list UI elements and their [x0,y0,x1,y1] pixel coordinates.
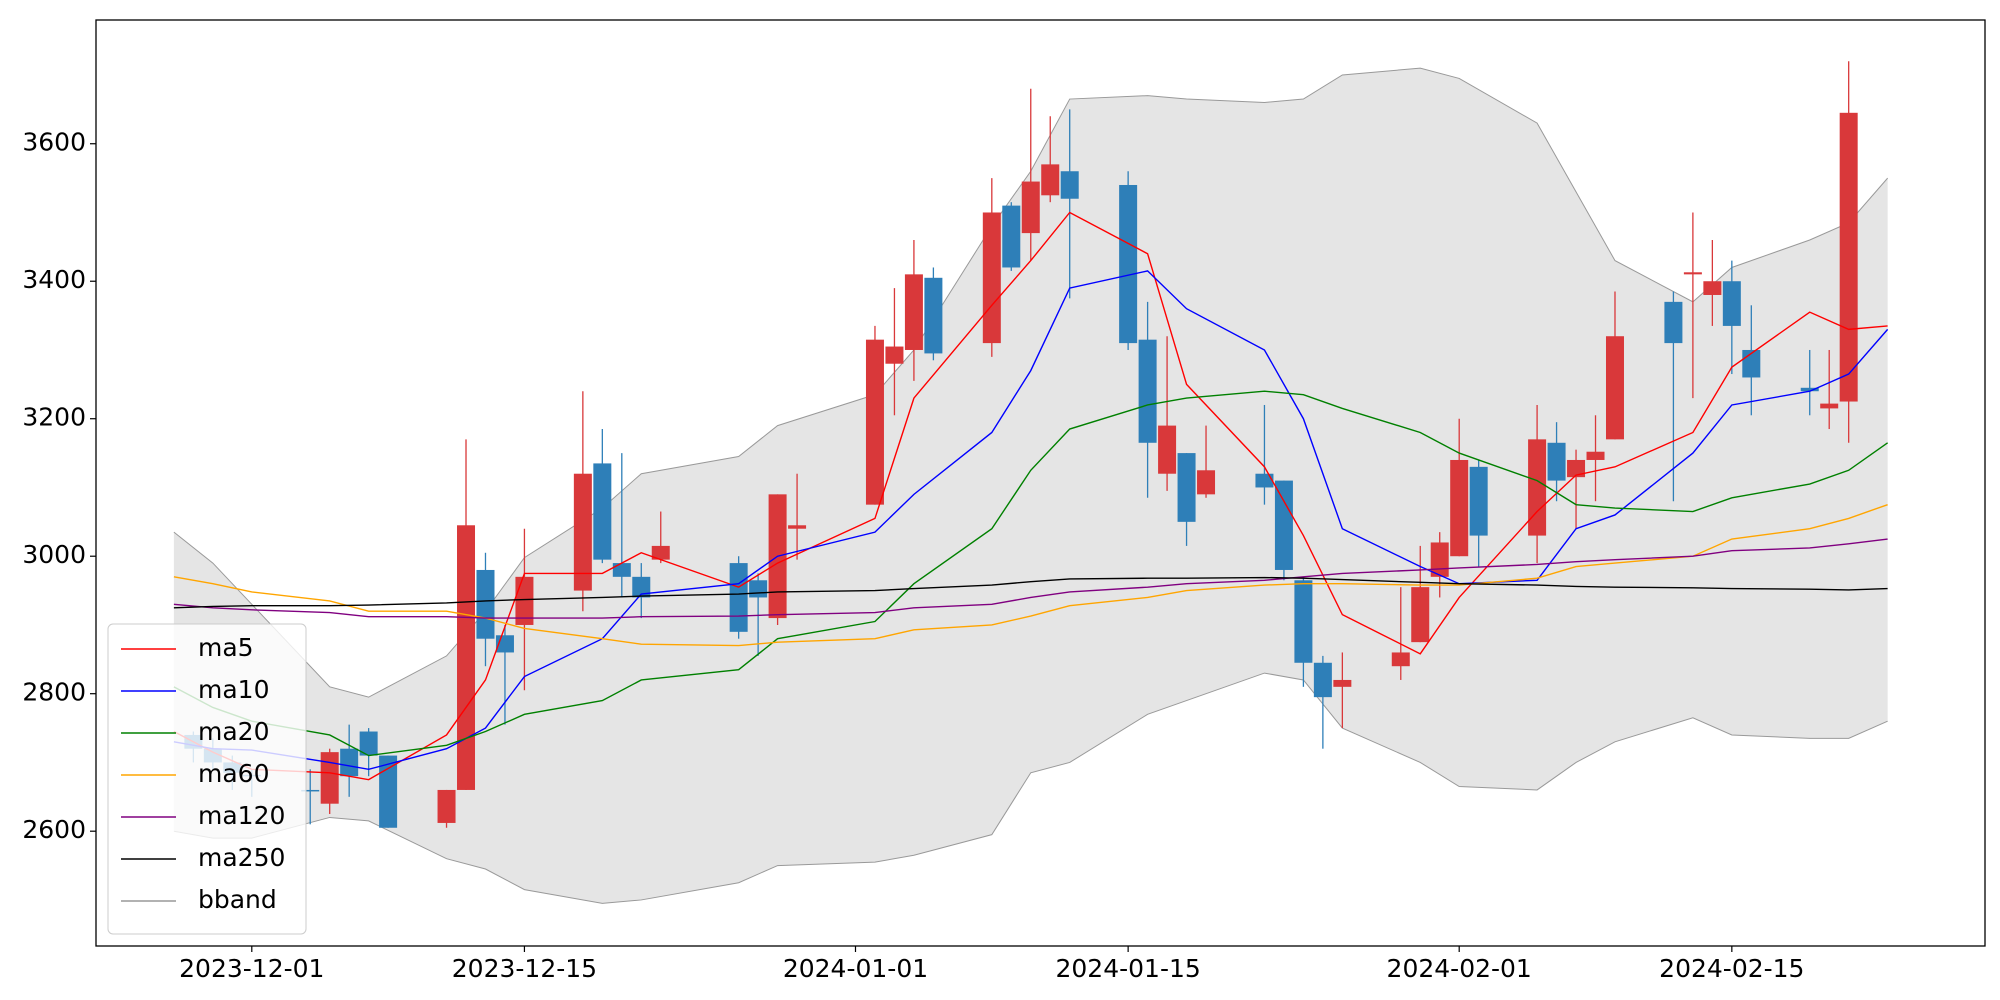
legend-label: ma5 [198,633,254,662]
legend-label: ma120 [198,801,285,830]
candle-body [1683,272,1702,275]
ma-line [173,503,1888,647]
candle-body [476,569,495,639]
candle-body [1450,459,1469,557]
candle-body [1722,281,1741,326]
plot-frame [95,19,1986,947]
legend: ma5 ma10 ma20 ma60 ma120 ma250 bband [107,623,307,935]
candle-body [885,346,904,364]
candle-body [359,731,378,756]
candle-body [651,545,670,560]
y-tick-label: 3600 [22,128,86,157]
candle-body [340,748,359,777]
ma-line [173,576,1888,609]
candle-body [1158,425,1177,474]
x-tick-label: 2024-01-15 [1055,954,1200,983]
candle-body [982,212,1001,344]
y-tick-label: 3200 [22,403,86,432]
candle-body [1313,662,1332,698]
x-tick-label: 2024-01-01 [783,954,928,983]
candle-body [1255,473,1274,488]
candle-body [1586,451,1605,460]
bband-lower [173,672,1888,904]
candle-body [1820,403,1839,409]
candle-body [457,525,476,790]
candle-body [1664,301,1683,344]
candle-body [1060,171,1079,199]
legend-box [107,623,307,935]
ma-line [173,211,1888,781]
bband-fill [173,68,1888,904]
x-tick-label: 2023-12-01 [179,954,324,983]
candle-body [865,339,884,505]
candle-body [632,576,651,598]
candle-body [1547,442,1566,481]
legend-label: bband [198,885,277,914]
candle-body [1411,587,1430,643]
y-tick-label: 2800 [22,678,86,707]
candle-body [573,473,592,591]
x-tick-label: 2023-12-15 [452,954,597,983]
candle-body [788,525,807,529]
candle-body [1469,466,1488,536]
candle-body [1138,339,1157,443]
ma-line [173,390,1889,757]
candle-body [515,576,534,625]
candle-body [1197,470,1216,495]
candle-body [437,789,456,823]
x-tick-label: 2024-02-01 [1387,954,1532,983]
candle-body [379,755,398,828]
candle-body [1605,336,1624,440]
candle-body [612,563,631,577]
candle-body [320,752,339,804]
candle-body [924,277,943,354]
candle-body [1177,453,1196,522]
candle-body [1041,164,1060,196]
candle-body [1391,652,1410,667]
candle-body [749,580,768,598]
x-tick-label: 2024-02-15 [1659,954,1804,983]
candle-body [301,789,320,792]
candle-body [1021,181,1040,234]
candle-body [1002,205,1021,268]
candle-body [904,274,923,350]
legend-label: ma20 [198,717,269,746]
candle-body [593,463,612,560]
legend-label: ma60 [198,759,269,788]
candle-body [1800,387,1819,392]
candle-body [1703,281,1722,295]
candle-body [1839,112,1858,402]
ma-line [173,538,1888,619]
candle-body [1294,580,1313,663]
legend-label: ma10 [198,675,269,704]
y-tick-label: 3000 [22,540,86,569]
plot [173,61,1889,904]
candle-body [1274,480,1293,570]
ma-line [173,270,1889,771]
candle-body [729,563,748,632]
candle-body [1528,439,1547,536]
candle-body [1567,459,1586,478]
candle-body [1119,184,1138,344]
y-tick-label: 3400 [22,265,86,294]
legend-label: ma250 [198,843,285,872]
candle-body [1333,679,1352,687]
y-tick-label: 2600 [22,815,86,844]
